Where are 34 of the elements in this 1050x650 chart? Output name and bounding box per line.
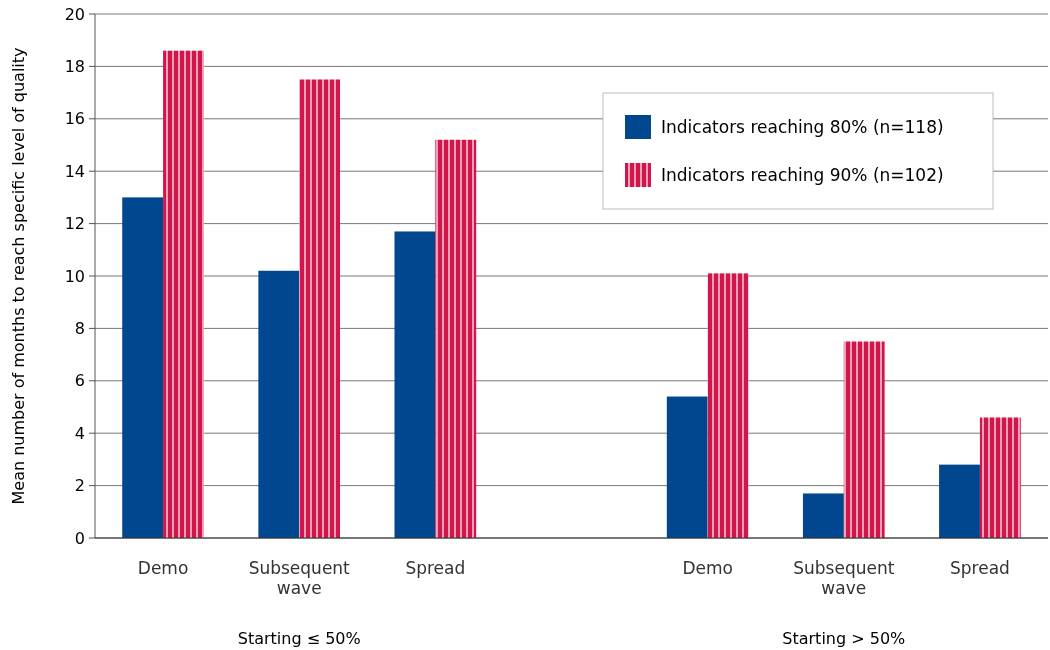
bar bbox=[666, 396, 708, 538]
y-tick-label: 16 bbox=[64, 109, 85, 129]
bar bbox=[707, 273, 749, 538]
x-tick-label: Demo bbox=[137, 558, 189, 578]
text: Starting ≤ 50% bbox=[237, 629, 361, 648]
bar bbox=[435, 139, 477, 538]
y-tick-label: 12 bbox=[64, 214, 85, 234]
bar bbox=[122, 197, 164, 538]
bar bbox=[979, 417, 1021, 538]
bar bbox=[802, 493, 844, 538]
text: Starting > 50% bbox=[782, 629, 906, 648]
legend-label: Indicators reaching 80% (n=118) bbox=[661, 116, 944, 137]
y-tick-label: 14 bbox=[64, 161, 85, 181]
x-tick-label: Spread bbox=[949, 558, 1010, 578]
y-tick-label: 4 bbox=[74, 423, 85, 443]
y-tick-label: 18 bbox=[64, 57, 85, 76]
y-tick-label: 8 bbox=[74, 319, 85, 338]
bar bbox=[843, 341, 885, 538]
y-tick-label: 0 bbox=[74, 528, 85, 548]
legend-label: Indicators reaching 90% (n=102) bbox=[661, 164, 944, 185]
y-tick-label: 20 bbox=[64, 4, 85, 24]
y-axis-title: Mean number of months to reach specific level of quality bbox=[9, 47, 28, 505]
x-tick-label: Demo bbox=[682, 558, 733, 578]
bar bbox=[939, 464, 980, 538]
bar bbox=[394, 231, 436, 538]
bar bbox=[299, 79, 341, 538]
x-tick-label: Subsequent wave bbox=[793, 558, 895, 598]
y-tick-label: 2 bbox=[74, 476, 85, 496]
x-tick-label: Spread bbox=[405, 558, 466, 578]
y-tick-label: 10 bbox=[64, 266, 85, 286]
bar bbox=[258, 270, 300, 538]
bar bbox=[163, 50, 204, 538]
y-tick-label: 6 bbox=[74, 371, 85, 391]
x-tick-label: Subsequent wave bbox=[248, 558, 351, 598]
